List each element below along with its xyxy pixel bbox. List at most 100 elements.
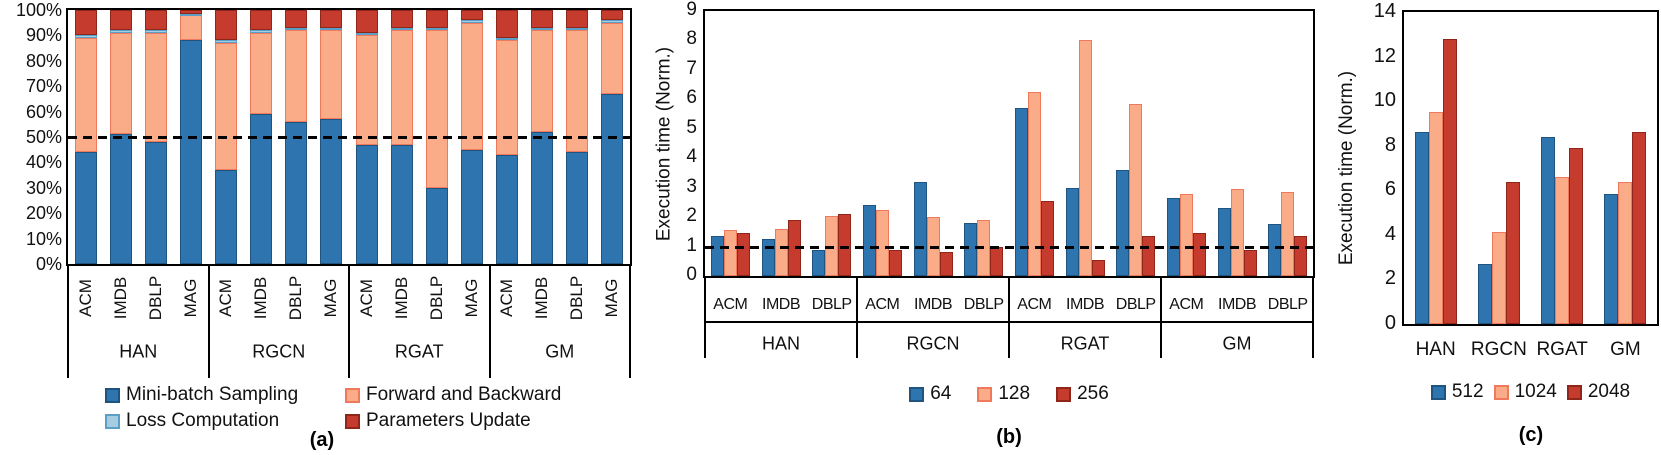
stacked-bar-segment-red (566, 10, 589, 28)
stacked-bar-segment-blue (566, 152, 589, 264)
y-axis-tick-label: 50% (25, 127, 62, 147)
stacked-bar-segment-salmon (601, 22, 624, 94)
y-axis-tick-label: 10 (1373, 89, 1396, 112)
chart-c-y-axis-title: Execution time (Norm.) (1336, 70, 1357, 266)
y-axis-tick-label: 30% (25, 177, 62, 198)
legend-item: Parameters Update (345, 410, 531, 432)
stacked-bar-segment-blue (460, 149, 483, 264)
y-axis-tick-label: 40% (25, 152, 62, 173)
stacked-bar-segment-blue (215, 170, 238, 264)
axis-group-separator (348, 264, 350, 378)
x-axis-group-label: RGCN (906, 333, 960, 354)
stacked-bar-segment-lightblue (355, 32, 378, 36)
x-axis-group-label: RGAT (1536, 339, 1588, 360)
y-axis-tick-label: 8 (1384, 133, 1396, 156)
bar-256 (1142, 236, 1156, 276)
stacked-bar-segment-lightblue (109, 30, 132, 33)
x-axis-dataset-label: MAG (602, 278, 622, 318)
legend-swatch-salmon (977, 386, 993, 402)
stacked-bar-segment-salmon (496, 40, 519, 155)
chart-c-caption: (c) (1518, 424, 1544, 446)
x-axis-dataset-label: DBLP (567, 275, 587, 321)
stacked-bar-segment-lightblue (320, 27, 343, 31)
x-axis-dataset-label: DBLP (963, 296, 1004, 313)
legend-label: 2048 (1587, 381, 1631, 402)
bar-512 (1604, 193, 1619, 324)
stacked-bar-segment-red (215, 10, 238, 41)
bar-64 (1014, 108, 1028, 276)
stacked-bar-segment-salmon (531, 30, 554, 132)
legend-swatch-salmon (1493, 384, 1509, 400)
bar-256 (838, 214, 852, 276)
x-axis-dataset-label: ACM (1017, 296, 1052, 313)
legend-swatch-lightblue (105, 413, 120, 429)
stacked-bar-segment-red (285, 10, 308, 28)
bar-2048 (1632, 132, 1647, 324)
bar-64 (1116, 170, 1130, 276)
y-axis-tick-label: 2 (686, 205, 697, 227)
legend: 64 128 256 (705, 383, 1313, 405)
legend-label: Mini-batch Sampling (126, 384, 299, 405)
legend-swatch-blue (1430, 384, 1446, 400)
y-axis-tick-label: 20% (25, 203, 62, 224)
stacked-bar-segment-salmon (109, 32, 132, 135)
axis-group-separator (1008, 276, 1010, 358)
x-axis-group-label: RGAT (394, 341, 444, 362)
x-axis-dataset-label: IMDB (762, 296, 801, 313)
bar-64 (1166, 197, 1180, 276)
legend-item: Forward and Backward (345, 384, 561, 406)
x-axis-dataset-label: IMDB (251, 276, 271, 320)
axis-table-divider (705, 321, 1313, 323)
stacked-bar-segment-salmon (285, 30, 308, 122)
stacked-bar-segment-red (531, 10, 554, 28)
axis-group-separator (704, 276, 706, 358)
legend-swatch-blue (105, 387, 120, 403)
legend-swatch-red (1566, 384, 1582, 400)
stacked-bar-segment-lightblue (531, 27, 554, 31)
x-axis-dataset-label: ACM (216, 279, 236, 317)
bar-128 (723, 230, 737, 276)
bar-128 (1078, 40, 1092, 276)
bar-1024 (1491, 231, 1506, 324)
y-axis-tick-label: 12 (1373, 44, 1396, 67)
stacked-bar-segment-lightblue (460, 20, 483, 23)
y-axis-tick-label: 80% (25, 50, 62, 71)
stacked-bar-segment-blue (285, 121, 308, 264)
stacked-bar-segment-red (425, 10, 448, 28)
stacked-bar-segment-salmon (425, 30, 448, 188)
bar-256 (1040, 200, 1054, 276)
legend-swatch-red (345, 413, 360, 429)
x-axis-dataset-label: ACM (1169, 296, 1204, 313)
x-axis-dataset-label: MAG (180, 278, 200, 318)
y-axis-tick-label: 100% (15, 0, 62, 20)
bar-128 (1281, 192, 1295, 276)
x-axis-group-label: HAN (119, 341, 158, 362)
stacked-bar-segment-blue (109, 134, 132, 264)
stacked-bar-segment-salmon (390, 30, 413, 145)
stacked-bar-segment-blue (250, 114, 273, 264)
stacked-bar-segment-blue (425, 187, 448, 264)
y-axis-tick-label: 60% (25, 101, 62, 122)
bar-64 (913, 181, 927, 276)
y-axis-tick-label: 90% (25, 25, 62, 46)
legend-swatch-salmon (345, 387, 360, 403)
legend-label: Forward and Backward (366, 384, 562, 405)
legend: 512 1024 2048 (1404, 381, 1657, 403)
stacked-bar-segment-lightblue (179, 13, 202, 16)
chart-b-caption: (b) (996, 426, 1022, 448)
bar-64 (1217, 208, 1231, 276)
bar-512 (1477, 263, 1492, 324)
stacked-bar-segment-salmon (250, 32, 273, 115)
x-axis-group-label: RGCN (1470, 339, 1527, 360)
x-axis-dataset-label: DBLP (1115, 296, 1156, 313)
stacked-bar-segment-lightblue (390, 27, 413, 31)
x-axis-dataset-label: ACM (713, 296, 748, 313)
stacked-bar-segment-blue (179, 40, 202, 264)
bar-1024 (1618, 182, 1633, 324)
legend-item: Loss Computation (105, 410, 279, 432)
y-axis-tick-label: 14 (1373, 0, 1396, 22)
legend-swatch-blue (909, 386, 925, 402)
x-axis-dataset-label: DBLP (145, 275, 165, 321)
stacked-bar-segment-blue (144, 142, 167, 264)
y-axis-tick-label: 9 (686, 0, 697, 20)
